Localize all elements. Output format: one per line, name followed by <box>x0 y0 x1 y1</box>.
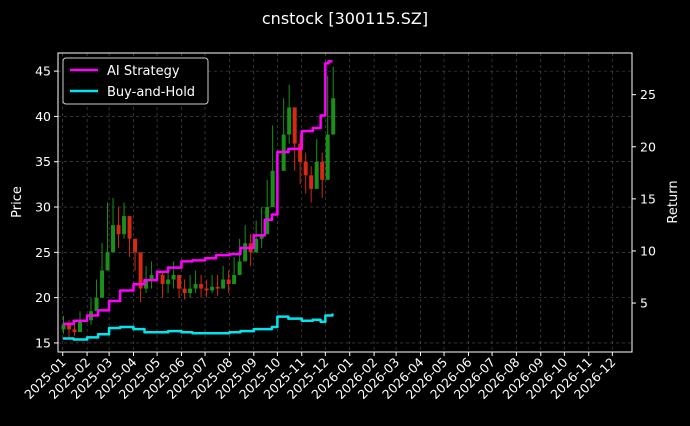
candle-body <box>287 107 292 135</box>
y-axis-right-label: Return <box>666 180 681 223</box>
candle-body <box>254 238 259 253</box>
candle-body <box>215 286 220 289</box>
candle-body <box>100 270 105 298</box>
y-right-tick-label: 25 <box>640 87 656 102</box>
chart-title: cnstock [300115.SZ] <box>262 9 428 28</box>
candle-body <box>204 288 209 291</box>
candle-body <box>309 175 314 189</box>
candle-body <box>188 288 193 294</box>
y-left-tick-label: 15 <box>35 335 51 350</box>
candle-body <box>177 274 182 289</box>
y-left-tick-label: 45 <box>35 64 51 79</box>
candle-body <box>160 274 165 285</box>
y-left-tick-label: 30 <box>35 200 51 215</box>
candle-body <box>61 324 66 330</box>
candle-body <box>144 279 149 289</box>
candle-body <box>166 279 171 285</box>
y-right-tick-label: 10 <box>640 243 656 258</box>
y-right-tick-label: 20 <box>640 139 656 154</box>
legend-label-buy-and-hold: Buy-and-Hold <box>107 85 195 100</box>
buy-and-hold-line <box>62 313 334 341</box>
y-left-tick-label: 20 <box>35 290 51 305</box>
y-left-tick-label: 35 <box>35 154 51 169</box>
candle-body <box>182 288 187 294</box>
candle-body <box>270 170 275 208</box>
y-left-tick-label: 40 <box>35 109 51 124</box>
candle-body <box>133 238 138 253</box>
y-right-tick-label: 15 <box>640 191 656 206</box>
plot-frame <box>57 52 633 353</box>
candle-body <box>320 161 325 180</box>
candle-body <box>331 98 336 135</box>
candle-body <box>149 274 154 280</box>
candle-body <box>303 161 308 176</box>
candle-body <box>78 320 83 333</box>
candle-body <box>243 243 248 262</box>
y-axis-right: 5 10 15 20 25 <box>632 87 656 311</box>
x-axis: 2025-012025-022025-032025-042025-052025-… <box>21 352 618 402</box>
candle-body <box>221 279 226 289</box>
candle-body <box>127 216 132 239</box>
candle-body <box>72 329 77 333</box>
candle-body <box>210 286 215 291</box>
legend: AI Strategy Buy-and-Hold <box>62 57 209 105</box>
y-axis-left: 15 20 25 30 35 40 45 <box>35 64 58 350</box>
candle-body <box>105 252 110 271</box>
y-axis-left-label: Price <box>10 186 25 218</box>
y-right-tick-label: 5 <box>640 296 648 311</box>
candle-body <box>171 274 176 280</box>
candle-body <box>193 284 198 289</box>
candle-body <box>232 274 237 285</box>
candle-body <box>111 225 116 253</box>
candle-body <box>298 143 303 162</box>
candle-body <box>314 161 319 189</box>
candle-body <box>226 279 231 285</box>
ai-strategy-line <box>62 60 333 326</box>
legend-label-ai-strategy: AI Strategy <box>107 64 180 79</box>
candle-body <box>292 107 297 144</box>
candle-body <box>138 252 143 289</box>
candle-body <box>67 324 72 330</box>
return-lines <box>62 60 334 341</box>
candle-body <box>94 297 99 312</box>
candle-body <box>199 284 204 289</box>
candle-body <box>325 134 330 180</box>
legend-box <box>62 57 209 105</box>
y-left-tick-label: 25 <box>35 245 51 260</box>
candle-body <box>122 216 127 235</box>
candle-body <box>237 261 242 275</box>
candle-body <box>116 225 121 235</box>
